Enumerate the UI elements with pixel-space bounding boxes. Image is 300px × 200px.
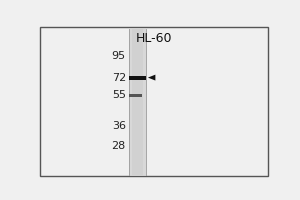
Text: 72: 72 bbox=[112, 73, 126, 83]
Bar bbox=[129, 76, 146, 80]
Polygon shape bbox=[148, 75, 155, 81]
Bar bbox=[129, 94, 142, 97]
FancyBboxPatch shape bbox=[40, 27, 268, 176]
Text: 28: 28 bbox=[112, 141, 126, 151]
Text: HL-60: HL-60 bbox=[136, 32, 172, 45]
Bar bbox=[129, 29, 146, 175]
Text: 55: 55 bbox=[112, 90, 126, 100]
Text: 95: 95 bbox=[112, 51, 126, 61]
Text: 36: 36 bbox=[112, 121, 126, 131]
Bar bbox=[132, 29, 143, 175]
